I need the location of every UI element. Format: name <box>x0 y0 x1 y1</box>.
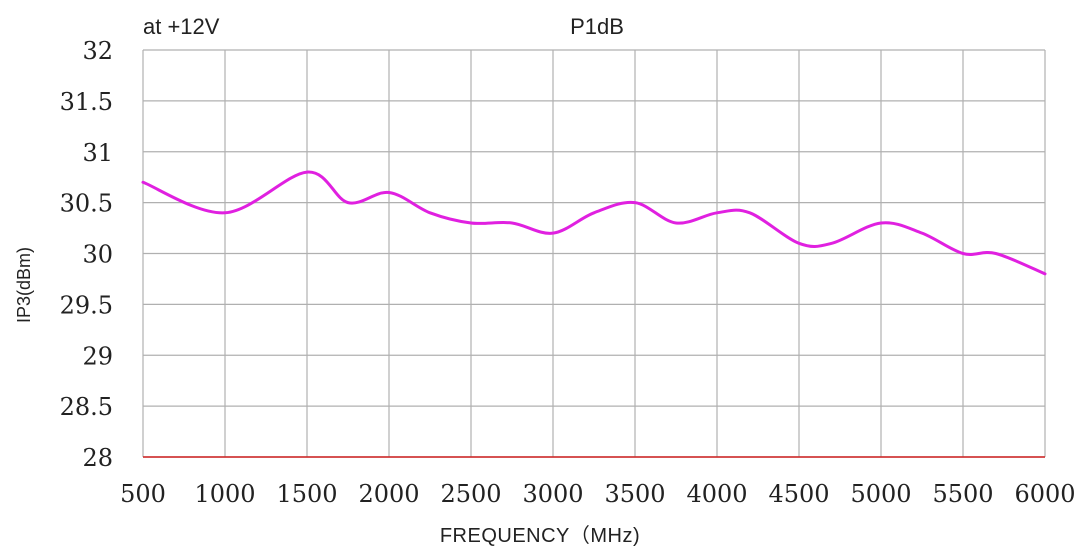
x-axis-label: FREQUENCY（MHz) <box>440 524 640 547</box>
y-tick-label: 31.5 <box>60 88 113 116</box>
x-tick-label: 4000 <box>686 480 747 508</box>
y-tick-label: 28.5 <box>60 393 113 421</box>
x-tick-label: 5500 <box>932 480 993 508</box>
y-tick-label: 32 <box>82 37 113 65</box>
series-layer <box>141 170 1047 276</box>
y-tick-label: 30 <box>82 241 113 269</box>
y-tick-label: 29.5 <box>60 291 113 319</box>
chart-title: P1dB <box>570 14 624 39</box>
y-tick-label: 28 <box>82 444 113 472</box>
y-tick-label: 31 <box>82 139 113 167</box>
x-tick-label: 1000 <box>194 480 255 508</box>
y-axis-label: IP3(dBm) <box>14 247 34 323</box>
x-tick-label: 6000 <box>1014 480 1075 508</box>
y-tick-label: 30.5 <box>60 190 113 218</box>
x-tick-label: 5000 <box>850 480 911 508</box>
x-tick-label: 3500 <box>604 480 665 508</box>
x-tick-label: 2000 <box>358 480 419 508</box>
x-tick-label: 1500 <box>276 480 337 508</box>
grid <box>142 49 1046 458</box>
x-tick-label: 2500 <box>440 480 501 508</box>
x-tick-label: 500 <box>120 480 166 508</box>
series-line <box>141 170 1047 276</box>
x-tick-label: 3000 <box>522 480 583 508</box>
y-tick-label: 29 <box>82 342 113 370</box>
x-tick-labels: 500 1000 1500 2000 2500 3000 3500 4000 4500 5000 5… <box>120 480 1075 508</box>
x-tick-label: 4500 <box>768 480 829 508</box>
chart-condition-label: at +12V <box>143 14 220 39</box>
y-tick-labels: 28 28.5 29 29.5 30 30.5 31 31.5 32 <box>60 37 113 472</box>
